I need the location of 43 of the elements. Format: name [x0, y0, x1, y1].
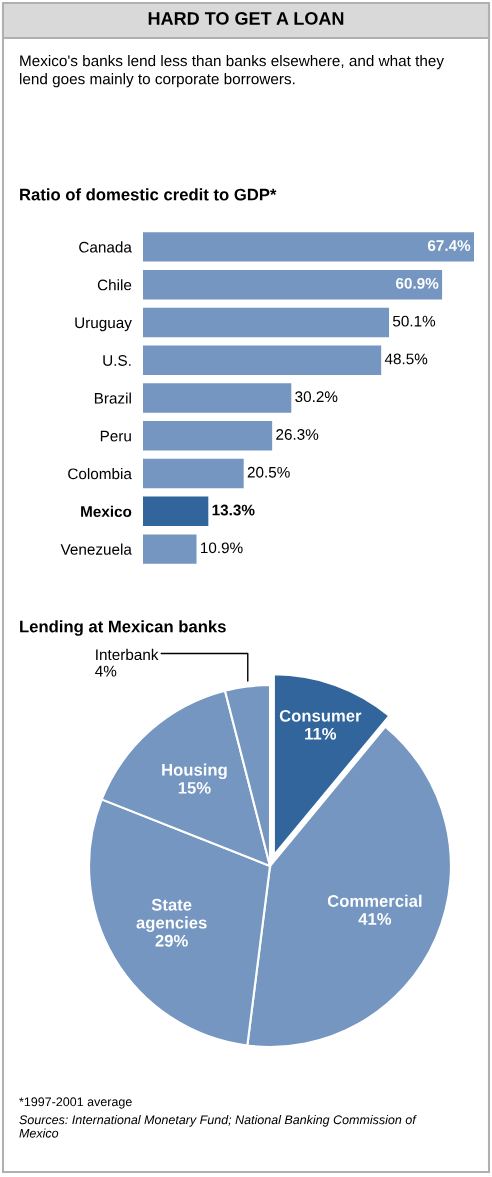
y-tick-label: U.S. [103, 355, 131, 366]
data-label: 13.3% [212, 504, 255, 516]
y-tick-label: Colombia [68, 468, 132, 480]
data-label: 60.9% [396, 277, 439, 289]
bar [143, 307, 390, 338]
data-label: 26.3% [276, 429, 319, 440]
bar [143, 345, 382, 375]
slice-label: Housing [162, 763, 227, 780]
bar [143, 232, 474, 262]
data-label: 30.2% [295, 391, 338, 403]
data-label: 41% [358, 913, 392, 925]
y-tick-label: Venezuela [60, 543, 132, 555]
chart-title: Ratio of domestic credit to GDP* [20, 188, 277, 201]
data-label: 15% [178, 782, 211, 794]
data-label: 67.4% [427, 240, 471, 251]
data-label: 20.5% [247, 466, 290, 478]
data-label: 10.9% [201, 542, 243, 554]
bar [143, 269, 443, 300]
source-note: Sources: International Monetary Fund; National Banking Commission of Mexico [19, 1115, 417, 1138]
data-label: 4% [95, 665, 117, 677]
bar [143, 534, 197, 564]
slice-label: Interbank [96, 648, 159, 661]
bar [143, 458, 244, 489]
bar [143, 496, 209, 527]
y-tick-label: Chile [97, 279, 132, 291]
y-tick-label: Brazil [94, 392, 131, 404]
y-tick-label: Canada [79, 241, 132, 253]
slice-label: State agencies [136, 898, 207, 932]
slice-label: Consumer [279, 709, 362, 722]
y-tick-label: Peru [100, 430, 131, 442]
text: *1997-2001 average [19, 1097, 132, 1109]
bar [143, 421, 273, 451]
y-tick-label: Uruguay [75, 317, 132, 332]
y-tick-label: Mexico [81, 505, 132, 518]
data-label: 48.5% [384, 353, 428, 365]
data-label: 11% [305, 727, 337, 740]
data-label: 50.1% [392, 315, 436, 327]
chart-title: Lending at Mexican banks [20, 620, 226, 636]
text: HARD TO GET A LOAN [148, 12, 344, 25]
slice-label: Commercial [327, 894, 422, 907]
bar [143, 383, 292, 413]
data-label: 29% [155, 934, 188, 947]
text: Mexico's banks lend less than banks elsewhere, and what they lend goes mainly to corporate borrowers. [20, 55, 444, 88]
